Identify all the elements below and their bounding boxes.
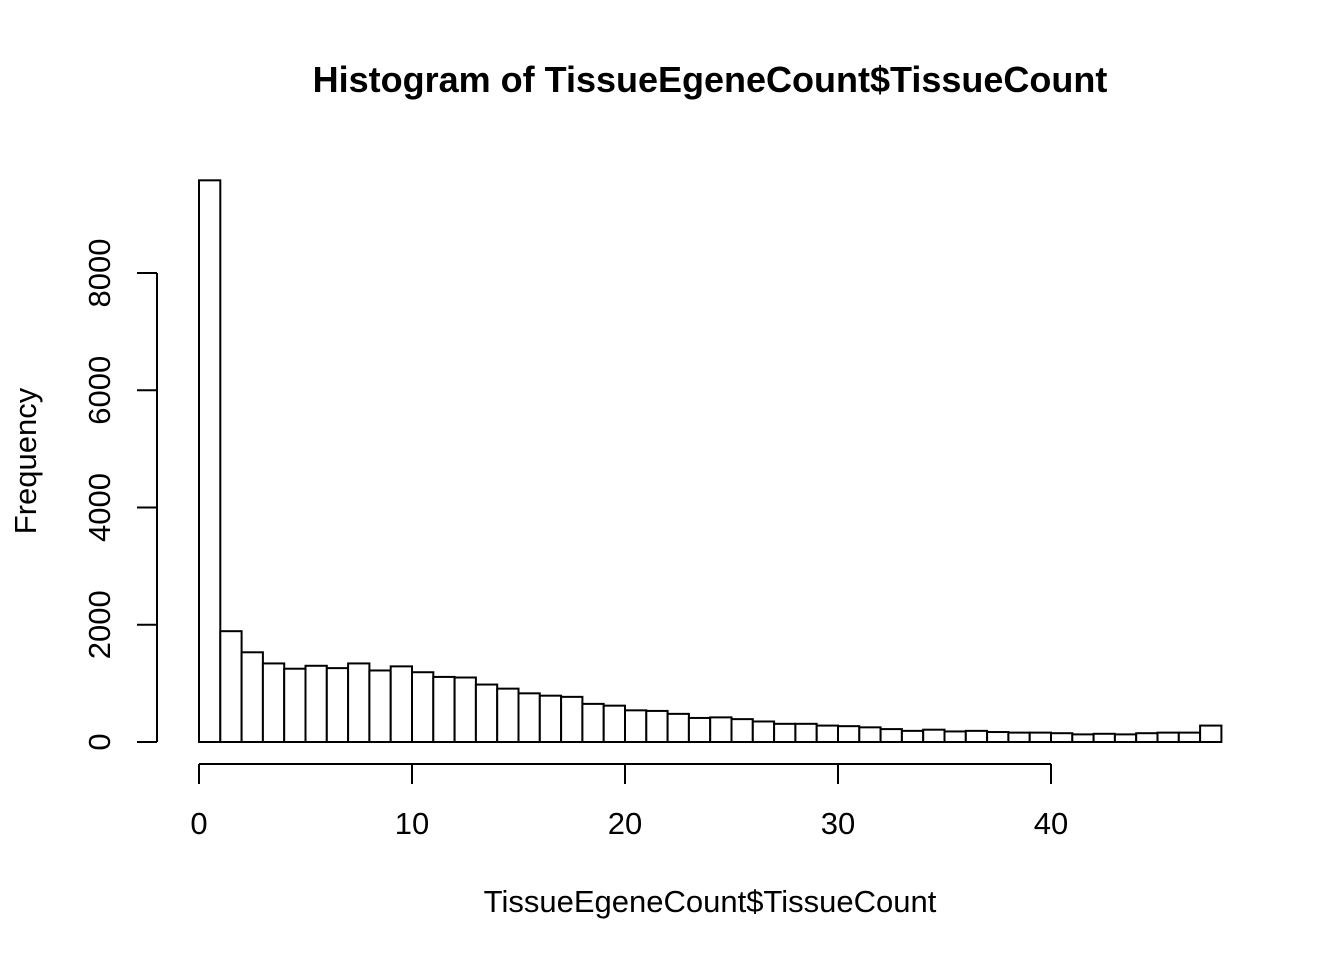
histogram-bar [1092,732,1116,744]
histogram-bar [517,692,541,743]
x-tick-label: 0 [190,806,207,841]
histogram-bar [453,676,477,744]
histogram-bar [219,630,243,743]
histogram-bars [198,179,1223,744]
histogram-bar [922,728,946,743]
histogram-bar [815,724,840,744]
histogram-bar [581,702,605,744]
histogram-bar [602,704,627,744]
y-tick-label: 8000 [82,238,117,307]
histogram-bar [411,671,435,743]
histogram-bar [560,695,584,744]
histogram-bar [389,665,414,744]
histogram-bar [368,669,392,743]
y-tick-label: 0 [82,733,117,750]
histogram-bar [1071,733,1095,744]
histogram-bar [709,716,733,744]
histogram-bar [198,179,222,744]
histogram-bar [794,722,818,744]
histogram-bar [1199,724,1223,744]
y-tick-label: 4000 [82,473,117,542]
histogram-bar [304,664,328,744]
histogram-bar [496,687,520,744]
histogram-bar [1135,732,1159,744]
histogram-bar [1113,733,1138,744]
y-tick-label: 6000 [82,356,117,425]
histogram-bar [1007,731,1031,744]
x-tick-label: 30 [821,806,855,841]
histogram-bar [283,667,307,744]
y-axis: 0 2000 4000 6000 8000 [82,238,158,751]
x-tick-label: 40 [1034,806,1068,841]
x-axis-label: TissueEgeneCount$TissueCount [484,884,937,919]
histogram-bar [624,709,648,743]
histogram-bar [1028,731,1052,744]
histogram-bar [773,722,797,744]
y-tick-label: 2000 [82,590,117,659]
histogram-bar [730,718,754,743]
histogram-bar [858,726,882,744]
histogram-bar [325,667,350,744]
histogram-bar [240,651,264,743]
histogram-bar [666,712,690,744]
histogram-bar [751,720,776,743]
histogram-bar [432,675,456,744]
histogram-bar [1177,731,1202,744]
y-axis-label: Frequency [8,387,43,534]
histogram-bar [474,683,499,744]
histogram-bar [879,728,903,743]
histogram-bar [943,730,967,743]
x-tick-label: 20 [608,806,642,841]
histogram-bar [645,709,669,743]
histogram-bar [1050,732,1074,744]
histogram-bar [538,694,563,744]
x-axis: 0 10 20 30 40 [190,763,1068,841]
x-tick-label: 10 [395,806,429,841]
histogram-bar [687,716,712,743]
histogram-bar [347,662,371,743]
histogram-bar [964,729,989,743]
histogram-bar [1156,731,1180,744]
histogram-bar [986,731,1010,743]
histogram-bar [837,725,861,744]
chart-title: Histogram of TissueEgeneCount$TissueCoun… [313,59,1108,100]
histogram-bar [261,662,286,743]
histogram-bar [900,729,925,743]
